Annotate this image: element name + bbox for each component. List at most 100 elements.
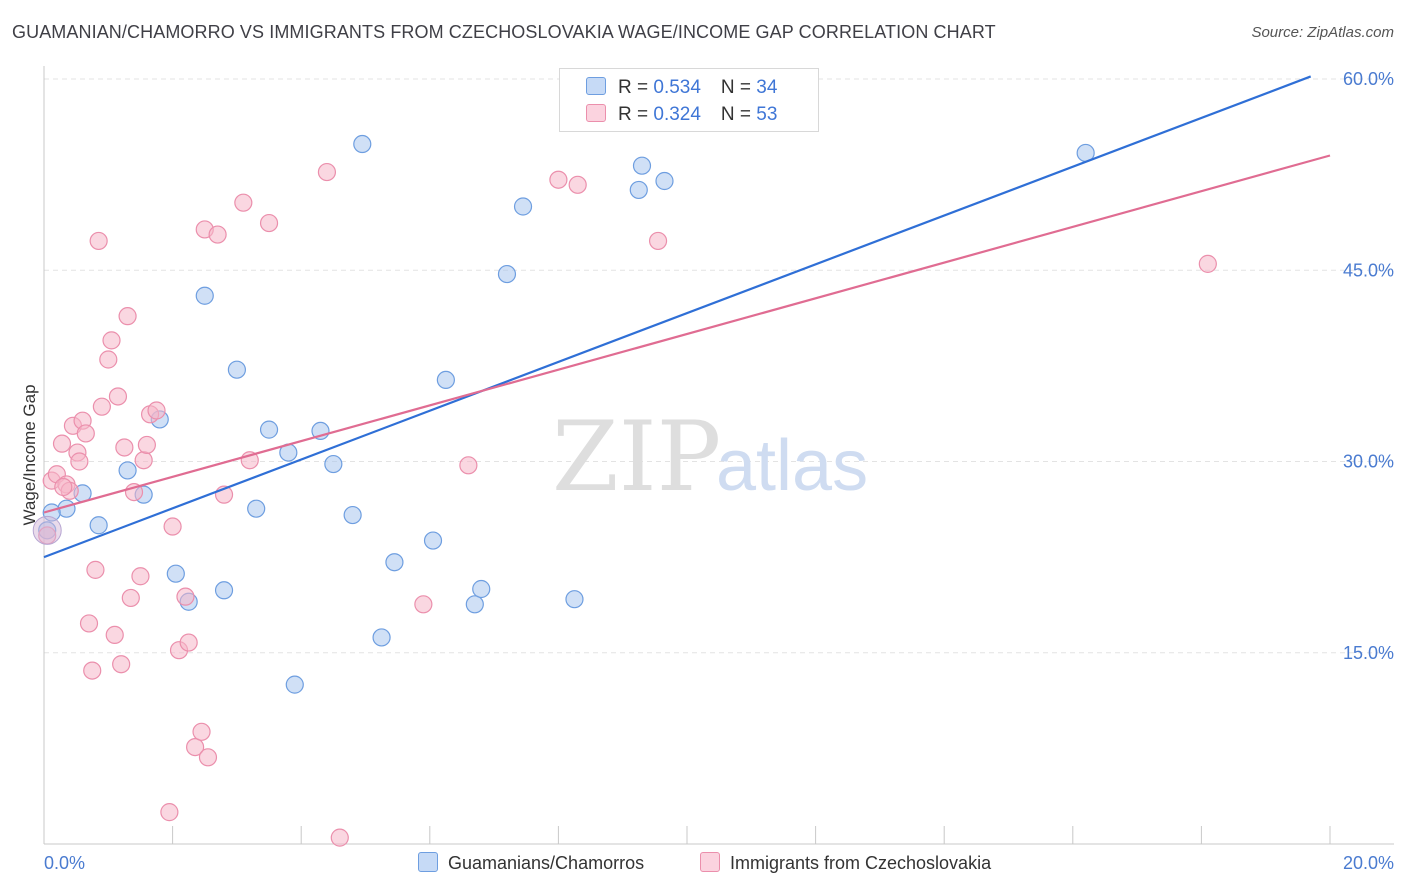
point-czech [76, 424, 95, 443]
point-guamanian [259, 420, 279, 439]
point-czech [83, 661, 102, 680]
point-czech [1198, 254, 1217, 273]
point-guamanian [118, 461, 137, 480]
point-guamanian [372, 628, 391, 647]
r-value: 0.324 [653, 104, 701, 125]
point-guamanian [513, 197, 533, 216]
source-label: Source: ZipAtlas.com [1251, 24, 1394, 41]
point-czech [121, 588, 140, 608]
r-label: R = [618, 104, 654, 125]
y-tick-label: 15.0% [1343, 643, 1394, 663]
point-czech [160, 803, 179, 822]
point-czech [92, 397, 111, 416]
point-czech [208, 225, 227, 244]
legend-swatch-czech-bottom [700, 852, 720, 872]
legend-swatch-czech [586, 104, 606, 122]
point-guamanian [195, 286, 214, 305]
point-czech [549, 170, 568, 189]
r-label: R = [618, 77, 654, 98]
y-tick-label: 60.0% [1343, 69, 1394, 89]
point-guamanian [423, 531, 443, 550]
legend-swatch-guamanian [586, 77, 606, 95]
point-czech [192, 722, 211, 741]
point-guamanian [89, 516, 108, 535]
point-guamanian [472, 579, 491, 599]
axes [43, 66, 1394, 845]
point-guamanian [247, 499, 266, 518]
point-czech [330, 828, 349, 847]
point-czech [648, 231, 668, 251]
point-czech [459, 456, 478, 475]
point-czech [147, 401, 166, 420]
legend-label-czech: Immigrants from Czechoslovakia [730, 853, 992, 873]
n-value: 53 [756, 104, 778, 125]
watermark: ZIP atlas [552, 401, 868, 513]
n-label: N = [720, 77, 757, 98]
point-czech [112, 655, 131, 674]
trend-lines [43, 75, 1331, 559]
watermark-atlas: atlas [716, 426, 868, 506]
point-guamanian [436, 370, 455, 389]
point-czech [79, 614, 99, 633]
point-czech [99, 350, 118, 369]
data-points [32, 134, 1217, 847]
point-czech [137, 435, 156, 455]
point-czech [52, 434, 72, 453]
point-czech [118, 307, 137, 326]
point-czech [234, 193, 253, 212]
trend-line-czech [43, 154, 1331, 514]
point-guamanian [214, 581, 234, 600]
legend-item-guamanian: Guamanians/Chamorros [418, 852, 644, 874]
point-guamanian [497, 264, 517, 284]
point-czech [317, 162, 337, 182]
point-czech [134, 451, 153, 470]
y-axis-label: Wage/Income Gap [20, 384, 39, 525]
point-czech [163, 517, 182, 536]
point-czech [102, 331, 121, 350]
point-guamanian [166, 564, 185, 583]
trend-line-guamanian [43, 75, 1312, 559]
point-guamanian [465, 595, 484, 614]
tick-labels: 15.0% 30.0% 45.0% 60.0% 0.0% 20.0% [44, 69, 1394, 873]
point-guamanian [324, 454, 343, 474]
x-tick-label: 20.0% [1343, 853, 1394, 873]
y-tick-label: 45.0% [1343, 260, 1394, 280]
n-value: 34 [756, 77, 778, 98]
point-czech [86, 560, 105, 579]
legend-item-czech: Immigrants from Czechoslovakia [700, 852, 991, 874]
point-czech [131, 567, 150, 586]
point-czech [198, 748, 218, 767]
point-czech [54, 477, 73, 497]
x-tick-label: 0.0% [44, 853, 85, 873]
grid-lines [44, 78, 1394, 654]
point-czech [414, 595, 433, 614]
point-guamanian [565, 590, 584, 609]
y-tick-label: 30.0% [1343, 452, 1394, 472]
point-czech [70, 452, 89, 471]
chart-title: GUAMANIAN/CHAMORRO VS IMMIGRANTS FROM CZ… [12, 22, 996, 42]
legend-label-guamanian: Guamanians/Chamorros [448, 853, 645, 873]
point-guamanian [343, 505, 362, 525]
point-cluster [32, 515, 62, 545]
point-guamanian [629, 180, 648, 200]
point-guamanian [655, 171, 674, 191]
point-czech [105, 625, 124, 645]
point-czech [179, 633, 198, 652]
stats-legend: R = 0.534 N = 34 R = 0.324 N = 53 [559, 68, 819, 132]
point-czech [568, 175, 587, 194]
point-czech [186, 737, 205, 757]
point-czech [176, 587, 195, 606]
point-czech [115, 438, 134, 457]
stats-legend-row-czech: R = 0.324 N = 53 [586, 104, 777, 128]
watermark-zip: ZIP [552, 401, 721, 513]
point-guamanian [632, 156, 652, 175]
n-label: N = [720, 104, 757, 125]
point-guamanian [353, 134, 372, 154]
point-czech [259, 213, 279, 233]
point-guamanian [227, 360, 246, 379]
legend-swatch-guamanian-bottom [418, 852, 438, 872]
point-czech [108, 387, 128, 406]
point-czech [89, 231, 108, 251]
stats-legend-row-guamanian: R = 0.534 N = 34 [586, 77, 777, 101]
